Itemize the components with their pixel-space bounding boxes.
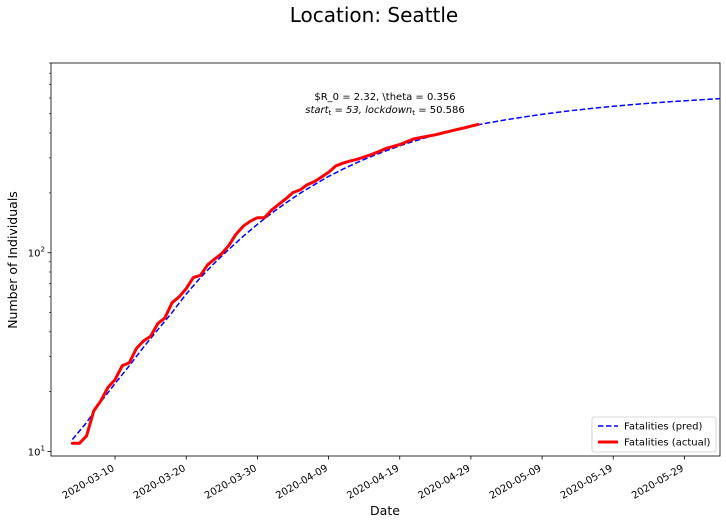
plot-area bbox=[50, 62, 721, 457]
x-axis-label: Date bbox=[370, 503, 400, 518]
x-axis: 2020-03-10 2020-03-20 2020-03-30 2020-04-09… bbox=[61, 456, 686, 502]
legend-label-actual: Fatalities (actual) bbox=[624, 438, 711, 449]
x-tick-label: 2020-04-19 bbox=[345, 463, 401, 502]
annotation-mid: = 53, lockdown bbox=[331, 105, 412, 116]
y-tick-label: 102 bbox=[28, 246, 45, 260]
chart-title: Location: Seattle bbox=[290, 3, 459, 27]
series-line-actual bbox=[70, 122, 480, 445]
y-tick-base: 10 bbox=[28, 249, 41, 260]
x-tick-label: 2020-03-30 bbox=[203, 463, 259, 502]
y-tick-exp: 1 bbox=[41, 445, 45, 453]
x-tick-label: 2020-05-29 bbox=[630, 463, 686, 502]
legend: Fatalities (pred) Fatalities (actual) bbox=[591, 416, 717, 453]
annotation: $R_0 = 2.32, \theta = 0.356 startt = 53,… bbox=[305, 92, 465, 117]
annotation-start: start bbox=[305, 105, 329, 116]
series-layer bbox=[70, 97, 721, 445]
x-tick-label: 2020-05-09 bbox=[488, 463, 544, 502]
annotation-line-2: startt = 53, lockdownt = 50.586 bbox=[305, 105, 465, 117]
annotation-sub-2: t bbox=[412, 109, 415, 117]
annotation-end: = 50.586 bbox=[415, 105, 465, 116]
x-tick-label: 2020-03-10 bbox=[61, 463, 117, 502]
y-tick-base: 10 bbox=[28, 448, 41, 459]
annotation-line-1: $R_0 = 2.32, \theta = 0.356 bbox=[314, 92, 455, 103]
annotation-sub-1: t bbox=[329, 109, 332, 117]
x-tick-label: 2020-04-29 bbox=[417, 463, 473, 502]
x-tick-label: 2020-03-20 bbox=[132, 463, 188, 502]
y-tick-label: 101 bbox=[28, 445, 45, 459]
legend-box bbox=[591, 416, 717, 453]
y-axis-label: Number of Individuals bbox=[5, 191, 20, 329]
y-tick-exp: 2 bbox=[41, 246, 45, 254]
legend-label-pred: Fatalities (pred) bbox=[624, 422, 702, 433]
x-tick-label: 2020-05-19 bbox=[559, 463, 615, 502]
series-line-pred bbox=[71, 97, 721, 440]
x-tick-label: 2020-04-09 bbox=[274, 463, 330, 502]
